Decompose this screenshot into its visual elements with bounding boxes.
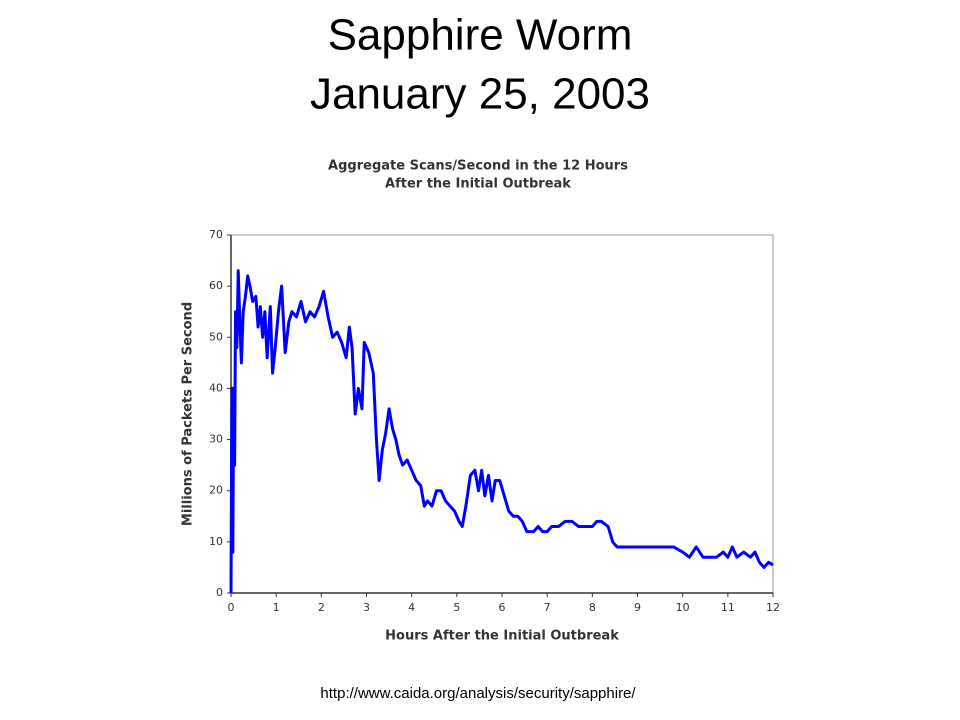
x-tick-label: 7 (544, 601, 551, 614)
source-url: http://www.caida.org/analysis/security/s… (320, 685, 636, 702)
x-tick-label: 3 (363, 601, 370, 614)
y-tick-label: 20 (209, 484, 223, 497)
plot-frame (230, 234, 774, 594)
y-tick-label: 30 (209, 433, 223, 446)
y-axis-label: Millions of Packets Per Second (181, 302, 196, 526)
data-line (229, 269, 774, 594)
slide-subtitle: January 25, 2003 (310, 70, 650, 119)
x-tick-label: 10 (676, 601, 690, 614)
x-tick-label: 12 (766, 601, 780, 614)
chart-title: Aggregate Scans/Second in the 12 Hours (328, 159, 628, 174)
x-axis-label: Hours After the Initial Outbreak (385, 629, 619, 644)
y-tick-label: 40 (209, 381, 223, 394)
slide-title: Sapphire Worm (328, 11, 633, 60)
x-tick-label: 4 (408, 601, 415, 614)
y-tick-label: 70 (209, 228, 223, 241)
x-tick-label: 9 (634, 601, 641, 614)
y-tick-label: 50 (209, 330, 223, 343)
y-tick-label: 60 (209, 279, 223, 292)
x-tick-label: 1 (273, 601, 280, 614)
x-tick-label: 8 (589, 601, 596, 614)
x-tick-label: 2 (318, 601, 325, 614)
y-tick-label: 10 (209, 535, 223, 548)
x-tick-label: 5 (453, 601, 460, 614)
x-tick-label: 6 (499, 601, 506, 614)
chart-title: After the Initial Outbreak (385, 177, 571, 192)
x-tick-label: 0 (228, 601, 235, 614)
x-tick-label: 11 (721, 601, 735, 614)
y-tick-label: 0 (216, 586, 223, 599)
